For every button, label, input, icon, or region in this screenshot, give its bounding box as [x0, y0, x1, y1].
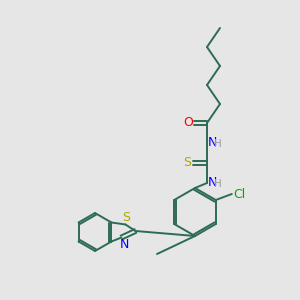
- Text: Cl: Cl: [234, 188, 246, 200]
- Text: N: N: [207, 136, 217, 148]
- Text: H: H: [214, 179, 222, 189]
- Text: N: N: [207, 176, 217, 188]
- Text: S: S: [183, 157, 191, 169]
- Text: N: N: [120, 238, 129, 251]
- Text: H: H: [214, 139, 222, 149]
- Text: O: O: [183, 116, 193, 130]
- Text: S: S: [122, 211, 130, 224]
